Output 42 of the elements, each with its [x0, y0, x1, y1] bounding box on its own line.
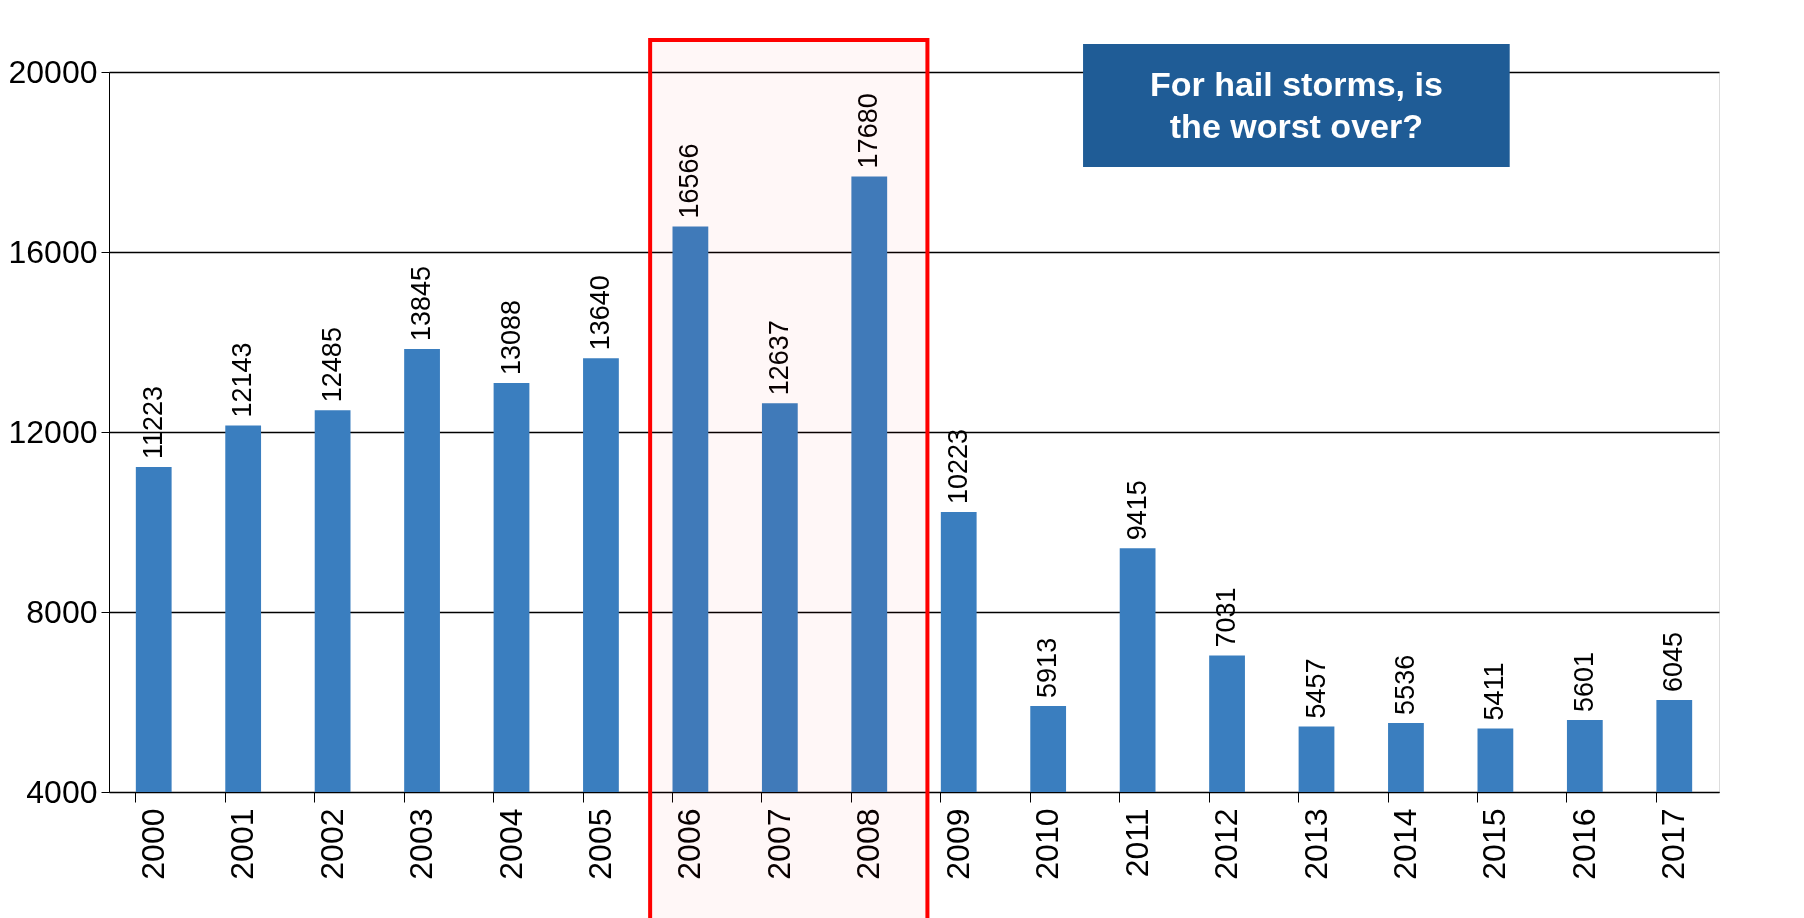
x-tick-label: 2004: [492, 808, 529, 880]
data-label: 17680: [853, 93, 884, 169]
data-label: 12485: [316, 327, 347, 403]
x-tick-label: 2017: [1655, 808, 1692, 880]
x-tick-label: 2011: [1118, 808, 1155, 878]
x-tick-label: 2008: [850, 808, 887, 880]
data-label: 5913: [1032, 637, 1063, 698]
data-label: 10223: [942, 428, 973, 504]
x-tick-label: 2001: [224, 808, 261, 880]
x-tick-label: 2013: [1297, 808, 1334, 880]
x-tick-label: 2007: [760, 808, 797, 880]
x-tick-label: 2016: [1565, 808, 1602, 880]
data-label: 12143: [227, 342, 258, 418]
data-label: 16566: [674, 143, 705, 219]
x-tick-label: 2005: [581, 808, 618, 880]
x-tick-label: 2015: [1476, 808, 1513, 880]
x-tick-label: 2014: [1386, 808, 1423, 880]
y-tick-label: 8000: [26, 593, 98, 630]
data-label: 13088: [495, 299, 526, 376]
x-tick-label: 2003: [403, 808, 440, 880]
data-label: 9415: [1121, 480, 1152, 541]
y-tick-label: 20000: [8, 53, 98, 90]
data-label: 5457: [1300, 658, 1331, 719]
x-tick-label: 2012: [1208, 808, 1245, 880]
x-tick-label: 2006: [671, 808, 708, 880]
y-tick-label: 12000: [8, 413, 98, 450]
data-label: 13640: [584, 275, 615, 351]
x-tick-label: 2009: [939, 808, 976, 880]
data-label: 12637: [763, 320, 794, 396]
x-tick-label: 2002: [313, 808, 350, 880]
data-label: 11223: [137, 385, 168, 459]
data-label: 7031: [1211, 587, 1242, 648]
annotation: For hail storms, is the worst over?: [1149, 64, 1443, 145]
y-tick-label: 16000: [8, 233, 98, 270]
data-label: 5411: [1479, 662, 1510, 721]
y-tick-label: 4000: [26, 773, 98, 810]
data-label: 5601: [1568, 651, 1599, 712]
x-tick-label: 2000: [134, 808, 171, 880]
data-label: 13845: [406, 265, 437, 341]
x-tick-label: 2010: [1029, 808, 1066, 880]
data-label: 6045: [1658, 631, 1689, 692]
data-label: 5536: [1389, 654, 1420, 715]
